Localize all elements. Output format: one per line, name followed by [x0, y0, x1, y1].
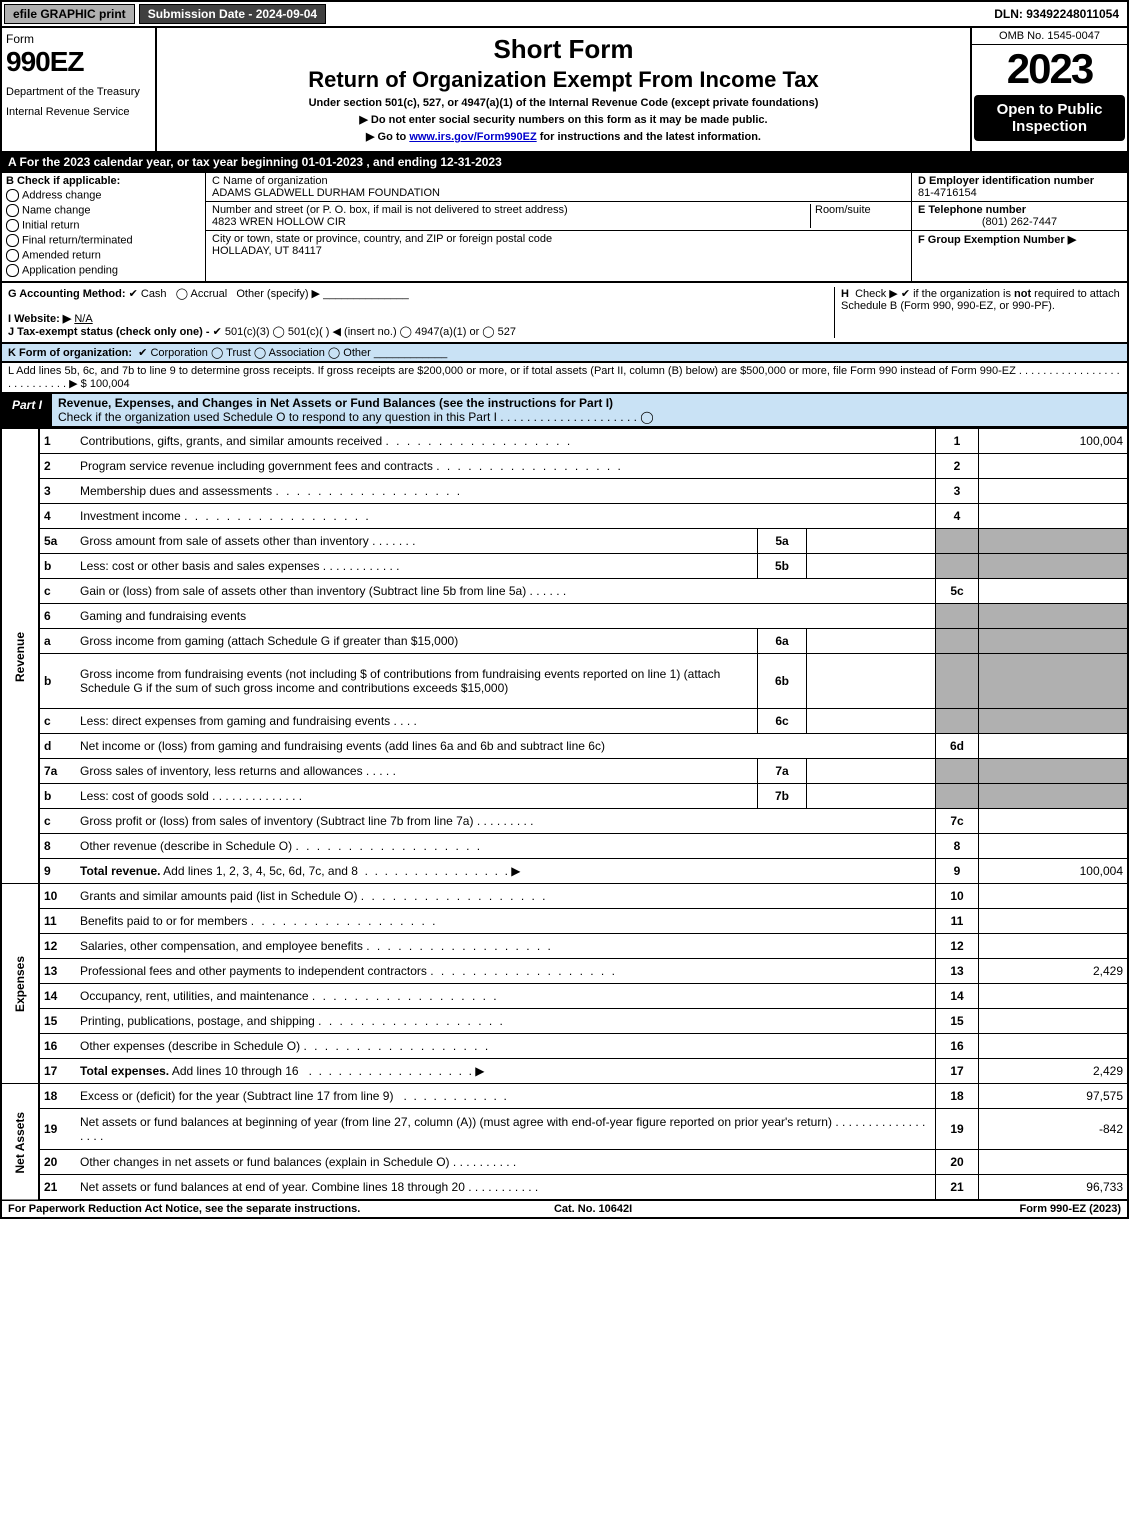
- footer-formref: Form 990-EZ (2023): [1019, 1203, 1121, 1215]
- form-header: Form 990EZ Department of the Treasury In…: [0, 28, 1129, 153]
- form-number: 990EZ: [6, 46, 151, 78]
- org-name: ADAMS GLADWELL DURHAM FOUNDATION: [212, 187, 905, 199]
- group-exemption-label: F Group Exemption Number ▶: [918, 233, 1121, 246]
- dept-treasury: Department of the Treasury: [6, 86, 151, 98]
- footer-catno: Cat. No. 10642I: [554, 1203, 632, 1215]
- amt-9: 100,004: [979, 859, 1129, 884]
- line-k: K Form of organization: ✔ Corporation ◯ …: [0, 344, 1129, 363]
- open-public-badge: Open to Public Inspection: [974, 95, 1125, 141]
- room-suite-label: Room/suite: [810, 204, 905, 228]
- line-h: H Check ▶ if the organization is not req…: [834, 287, 1121, 338]
- chk-final-return[interactable]: Final return/terminated: [6, 234, 201, 247]
- row-gh: G Accounting Method: Cash ◯ Accrual Othe…: [0, 283, 1129, 344]
- box-b: B Check if applicable: Address change Na…: [2, 173, 206, 281]
- phone-label: E Telephone number: [918, 204, 1121, 216]
- other-specify: Other (specify) ▶: [236, 288, 320, 300]
- header-right: OMB No. 1545-0047 2023 Open to Public In…: [970, 28, 1127, 151]
- vlabel-netassets: Net Assets: [1, 1084, 39, 1201]
- amt-13: 2,429: [979, 959, 1129, 984]
- ein-value: 81-4716154: [918, 187, 1121, 199]
- note-ssn: ▶ Do not enter social security numbers o…: [161, 113, 966, 126]
- dept-irs: Internal Revenue Service: [6, 106, 151, 118]
- subtitle: Under section 501(c), 527, or 4947(a)(1)…: [161, 97, 966, 109]
- city-label: City or town, state or province, country…: [212, 233, 905, 245]
- street-value: 4823 WREN HOLLOW CIR: [212, 216, 810, 228]
- tax-year: 2023: [972, 45, 1127, 93]
- efile-print-button[interactable]: efile GRAPHIC print: [4, 4, 135, 24]
- street-label: Number and street (or P. O. box, if mail…: [212, 204, 810, 216]
- line-j-label: J Tax-exempt status (check only one) -: [8, 326, 210, 338]
- top-bar: efile GRAPHIC print Submission Date - 20…: [0, 0, 1129, 28]
- page-footer: For Paperwork Reduction Act Notice, see …: [0, 1201, 1129, 1219]
- part1-header: Part I Revenue, Expenses, and Changes in…: [0, 394, 1129, 428]
- city-value: HOLLADAY, UT 84117: [212, 245, 905, 257]
- part1-title: Revenue, Expenses, and Changes in Net As…: [52, 394, 1127, 426]
- chk-accrual[interactable]: Accrual: [191, 288, 228, 300]
- box-b-title: B Check if applicable:: [6, 175, 201, 187]
- phone-value: (801) 262-7447: [918, 216, 1121, 228]
- form-label: Form: [6, 32, 151, 46]
- amt-17: 2,429: [979, 1059, 1129, 1084]
- chk-application-pending[interactable]: Application pending: [6, 264, 201, 277]
- omb-number: OMB No. 1545-0047: [972, 28, 1127, 45]
- note-link: ▶ Go to www.irs.gov/Form990EZ for instru…: [161, 130, 966, 143]
- line-a: A For the 2023 calendar year, or tax yea…: [0, 153, 1129, 173]
- line-i-label: I Website: ▶: [8, 313, 71, 325]
- website-value: N/A: [74, 313, 92, 325]
- title-return: Return of Organization Exempt From Incom…: [161, 67, 966, 93]
- box-c: C Name of organization ADAMS GLADWELL DU…: [206, 173, 911, 281]
- submission-date-button[interactable]: Submission Date - 2024-09-04: [139, 4, 326, 24]
- amt-18: 97,575: [979, 1084, 1129, 1109]
- box-def: D Employer identification number 81-4716…: [911, 173, 1127, 281]
- section-bcdef: B Check if applicable: Address change Na…: [0, 173, 1129, 283]
- line-g-label: G Accounting Method:: [8, 288, 126, 300]
- chk-address-change[interactable]: Address change: [6, 189, 201, 202]
- part1-table: Revenue 1 Contributions, gifts, grants, …: [0, 428, 1129, 1201]
- chk-amended-return[interactable]: Amended return: [6, 249, 201, 262]
- amt-21: 96,733: [979, 1175, 1129, 1201]
- line-l: L Add lines 5b, 6c, and 7b to line 9 to …: [0, 363, 1129, 394]
- chk-name-change[interactable]: Name change: [6, 204, 201, 217]
- org-name-label: C Name of organization: [212, 175, 905, 187]
- part1-label: Part I: [2, 394, 52, 426]
- irs-link[interactable]: www.irs.gov/Form990EZ: [409, 131, 536, 143]
- vlabel-expenses: Expenses: [1, 884, 39, 1084]
- ein-label: D Employer identification number: [918, 175, 1121, 187]
- title-short-form: Short Form: [161, 34, 966, 65]
- amt-1: 100,004: [979, 429, 1129, 454]
- header-center: Short Form Return of Organization Exempt…: [157, 28, 970, 151]
- amt-19: -842: [979, 1109, 1129, 1150]
- footer-left: For Paperwork Reduction Act Notice, see …: [8, 1203, 360, 1215]
- line-j-opts: ✔ 501(c)(3) ◯ 501(c)( ) ◀ (insert no.) ◯…: [213, 326, 516, 338]
- header-left: Form 990EZ Department of the Treasury In…: [2, 28, 157, 151]
- dln-label: DLN: 93492248011054: [994, 7, 1127, 21]
- vlabel-revenue: Revenue: [1, 429, 39, 884]
- chk-initial-return[interactable]: Initial return: [6, 219, 201, 232]
- line-l-value: 100,004: [90, 378, 130, 390]
- chk-cash[interactable]: [129, 288, 138, 300]
